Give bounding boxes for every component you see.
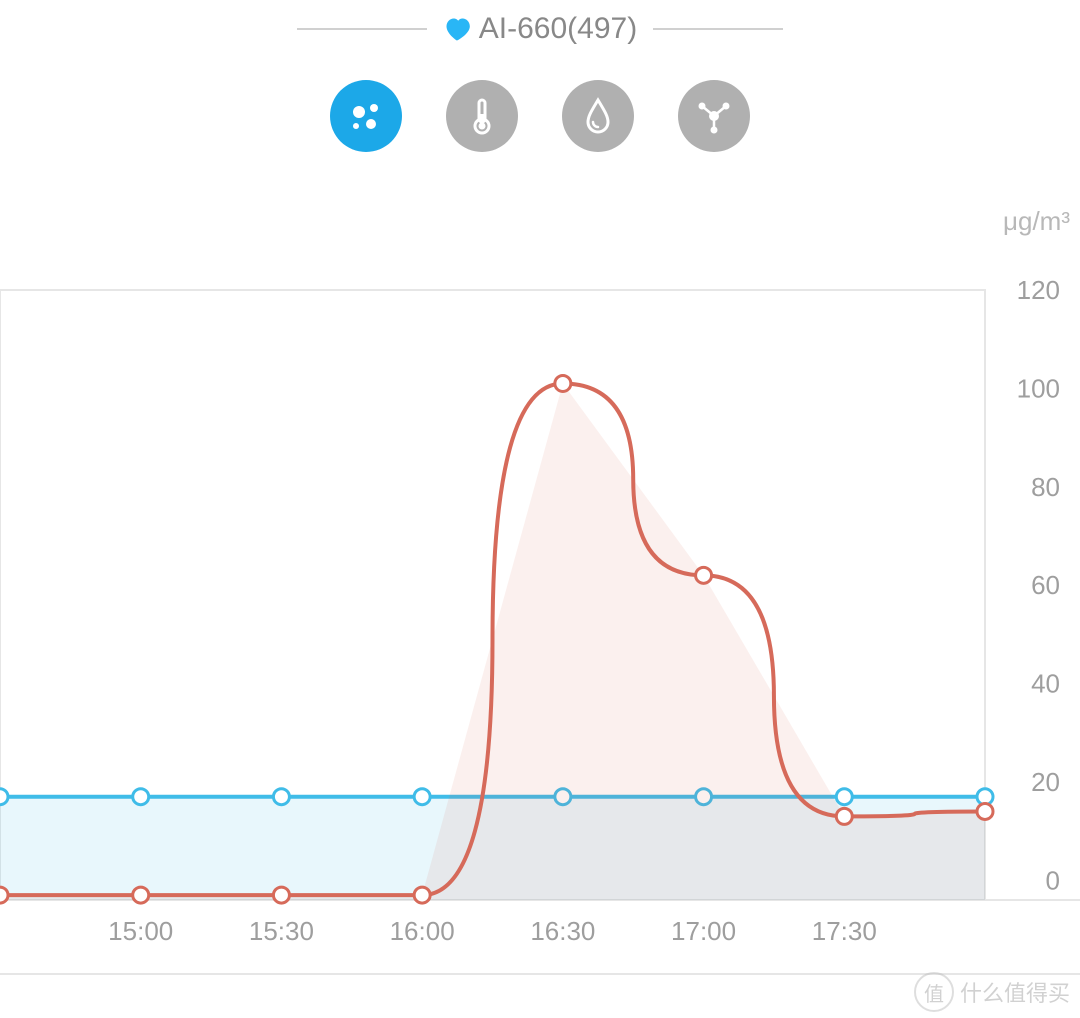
x-tick-label: 16:30 xyxy=(530,916,595,946)
series-marker-blue xyxy=(133,789,149,805)
molecule-icon xyxy=(692,94,736,138)
y-tick-label: 20 xyxy=(1031,767,1060,797)
series-marker-red xyxy=(133,887,149,903)
particulates-icon xyxy=(344,94,388,138)
series-marker-red xyxy=(696,567,712,583)
device-title: AI-660(497) xyxy=(443,12,637,46)
series-marker-blue xyxy=(0,789,8,805)
watermark: 值 什么值得买 xyxy=(914,972,1070,1012)
device-title-row: AI-660(497) xyxy=(0,12,1080,46)
x-tick-label: 17:00 xyxy=(671,916,736,946)
tab-compound[interactable] xyxy=(678,80,750,152)
series-marker-red xyxy=(0,887,8,903)
x-tick-label: 15:30 xyxy=(249,916,314,946)
droplet-icon xyxy=(576,94,620,138)
tab-temperature[interactable] xyxy=(446,80,518,152)
series-marker-red xyxy=(414,887,430,903)
watermark-badge: 值 xyxy=(914,972,954,1012)
tab-humidity[interactable] xyxy=(562,80,634,152)
metric-tabs xyxy=(0,80,1080,152)
x-tick-label: 17:30 xyxy=(812,916,877,946)
series-marker-blue xyxy=(836,789,852,805)
title-divider-right xyxy=(653,28,783,30)
y-tick-label: 120 xyxy=(1017,275,1060,305)
title-divider-left xyxy=(297,28,427,30)
y-tick-label: 80 xyxy=(1031,472,1060,502)
series-marker-red xyxy=(977,803,993,819)
y-tick-label: 0 xyxy=(1046,865,1060,895)
heart-icon xyxy=(443,16,471,42)
tab-particulates[interactable] xyxy=(330,80,402,152)
series-marker-red xyxy=(555,375,571,391)
series-marker-red xyxy=(273,887,289,903)
series-marker-blue xyxy=(273,789,289,805)
chart-container: μg/m³ 0 20 40 60 80 100 120 15:00 15:30 16:00 16:30… xyxy=(0,200,1080,980)
x-tick-label: 15:00 xyxy=(108,916,173,946)
watermark-badge-text: 值 xyxy=(924,978,944,1007)
y-tick-label: 40 xyxy=(1031,669,1060,699)
watermark-text: 什么值得买 xyxy=(960,976,1070,1008)
chart-unit-label: μg/m³ xyxy=(1003,206,1070,236)
y-tick-label: 60 xyxy=(1031,570,1060,600)
line-chart: μg/m³ 0 20 40 60 80 100 120 15:00 15:30 16:00 16:30… xyxy=(0,200,1080,980)
device-title-text: AI-660(497) xyxy=(479,12,637,46)
x-tick-label: 16:00 xyxy=(390,916,455,946)
thermometer-icon xyxy=(460,94,504,138)
series-marker-blue xyxy=(414,789,430,805)
series-marker-red xyxy=(836,808,852,824)
y-tick-label: 100 xyxy=(1017,373,1060,403)
